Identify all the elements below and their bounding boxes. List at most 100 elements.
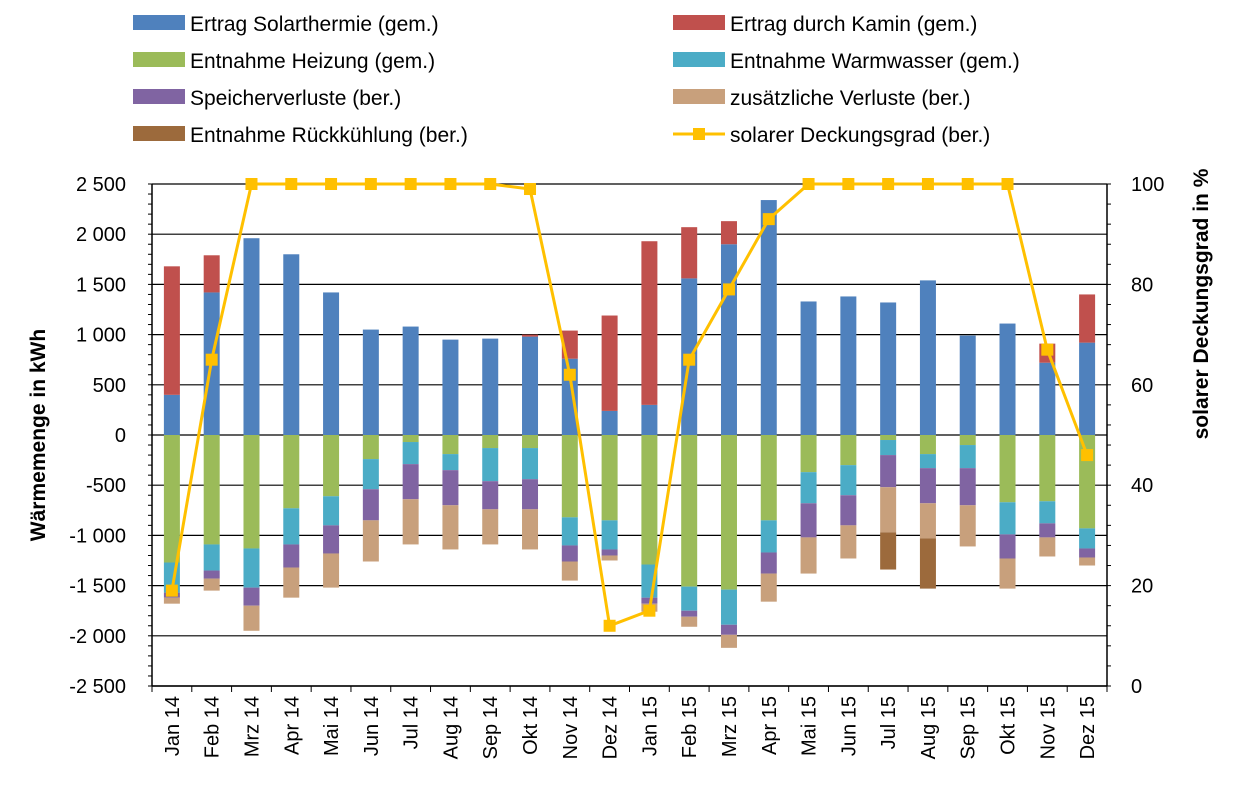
- bar-segment-4: [919, 454, 936, 469]
- x-category-label: Nov 14: [560, 696, 582, 759]
- legend: Ertrag Solarthermie (gem.) Ertrag durch K…: [133, 13, 1020, 147]
- bar-segment-3: [999, 435, 1016, 503]
- y-tick-label: 1 000: [76, 325, 126, 347]
- bar-segment-2: [1079, 294, 1096, 343]
- bar-segment-6: [203, 578, 220, 591]
- x-category-label: Apr 14: [281, 696, 303, 755]
- line-point-marker: [1001, 178, 1014, 190]
- legend-swatch: [133, 52, 185, 67]
- bar-segment-3: [681, 435, 698, 587]
- bar-segment-4: [561, 517, 578, 546]
- x-category-label: Jan 15: [639, 696, 661, 756]
- line-point-marker: [802, 178, 815, 190]
- line-point-marker: [603, 619, 616, 632]
- bar-segment-3: [203, 435, 220, 545]
- y2-tick-label: 60: [1131, 375, 1153, 397]
- bar-segment-1: [720, 244, 737, 435]
- bar-segment-1: [1039, 362, 1056, 435]
- bar-segment-4: [760, 520, 777, 553]
- bar-segment-1: [362, 329, 379, 435]
- y2-tick-label: 40: [1131, 475, 1153, 497]
- bar-segment-6: [880, 487, 897, 533]
- line-point-marker: [921, 178, 934, 190]
- bar-segment-6: [999, 558, 1016, 589]
- bar-segment-4: [283, 508, 300, 545]
- bar-segment-1: [323, 292, 340, 435]
- y-tick-label: 500: [93, 375, 126, 397]
- bar-segment-3: [1039, 435, 1056, 502]
- legend-label: Entnahme Warmwasser (gem.): [730, 50, 1020, 73]
- x-category-label: Jun 15: [838, 696, 860, 756]
- line-point-marker: [444, 178, 457, 190]
- bar-segment-1: [601, 410, 618, 435]
- bar-segment-4: [362, 459, 379, 490]
- line-point-marker: [245, 178, 258, 190]
- line-point-marker: [1041, 343, 1054, 356]
- x-category-label: Jul 14: [401, 696, 423, 749]
- legend-marker-swatch: [693, 128, 705, 140]
- line-point-marker: [842, 178, 855, 190]
- line-point-marker: [285, 178, 298, 190]
- bar-segment-3: [442, 435, 459, 455]
- bar-segment-5: [919, 468, 936, 504]
- bar-segment-6: [959, 505, 976, 547]
- bar-segment-1: [163, 394, 180, 435]
- bar-segment-5: [283, 544, 300, 568]
- bar-segment-1: [959, 335, 976, 435]
- x-category-label: Aug 15: [918, 696, 940, 759]
- axis-labels: 2 500 2 000 1 500 1 000 500 0 -500 -1 000 -1 500…: [27, 168, 1213, 759]
- bar-segment-6: [1039, 537, 1056, 557]
- y-tick-label: -2 000: [69, 626, 126, 648]
- bar-segment-3: [243, 435, 260, 549]
- bar-series: [163, 200, 1096, 648]
- bar-segment-3: [959, 435, 976, 446]
- bar-segment-1: [482, 338, 499, 435]
- x-category-label: Feb 14: [202, 696, 224, 758]
- bar-segment-6: [919, 503, 936, 539]
- bar-segment-2: [203, 255, 220, 293]
- bar-segment-1: [283, 254, 300, 435]
- bar-segment-2: [681, 227, 698, 279]
- line-series: [165, 178, 1094, 632]
- legend-swatch: [133, 126, 185, 141]
- bar-segment-4: [1079, 528, 1096, 549]
- y-tick-label: -2 500: [69, 676, 126, 698]
- line-point-marker: [524, 183, 537, 196]
- legend-label: Speicherverluste (ber.): [190, 87, 401, 110]
- bar-segment-1: [840, 296, 857, 435]
- bar-segment-5: [641, 597, 658, 604]
- x-category-label: Aug 14: [440, 696, 462, 759]
- bar-segment-5: [362, 489, 379, 521]
- axes: [148, 183, 1111, 692]
- bar-segment-3: [163, 435, 180, 563]
- bar-segment-4: [999, 502, 1016, 535]
- legend-swatch: [673, 52, 725, 67]
- x-category-label: Sep 15: [958, 696, 980, 759]
- bar-segment-6: [442, 505, 459, 550]
- bar-segment-3: [362, 435, 379, 460]
- bar-segment-4: [482, 448, 499, 482]
- bar-segment-6: [243, 605, 260, 631]
- legend-swatch: [673, 15, 725, 30]
- bar-segment-5: [840, 495, 857, 526]
- bar-segment-5: [442, 470, 459, 506]
- bar-segment-6: [1079, 557, 1096, 566]
- bar-segment-1: [641, 404, 658, 435]
- bar-segment-7: [880, 532, 897, 570]
- x-category-label: Mai 15: [799, 696, 821, 756]
- bar-segment-5: [601, 549, 618, 556]
- y-tick-label: -1 000: [69, 525, 126, 547]
- bar-segment-6: [283, 567, 300, 598]
- bar-segment-3: [1079, 435, 1096, 529]
- bar-segment-1: [760, 200, 777, 435]
- bar-segment-4: [442, 454, 459, 471]
- x-category-label: Jun 14: [361, 696, 383, 756]
- bar-segment-3: [482, 435, 499, 449]
- bar-segment-5: [243, 587, 260, 606]
- bar-segment-2: [641, 241, 658, 405]
- bar-segment-5: [959, 468, 976, 506]
- bar-segment-1: [402, 326, 419, 435]
- x-category-label: Apr 15: [759, 696, 781, 755]
- bar-segment-4: [522, 448, 539, 480]
- bar-segment-1: [1079, 342, 1096, 435]
